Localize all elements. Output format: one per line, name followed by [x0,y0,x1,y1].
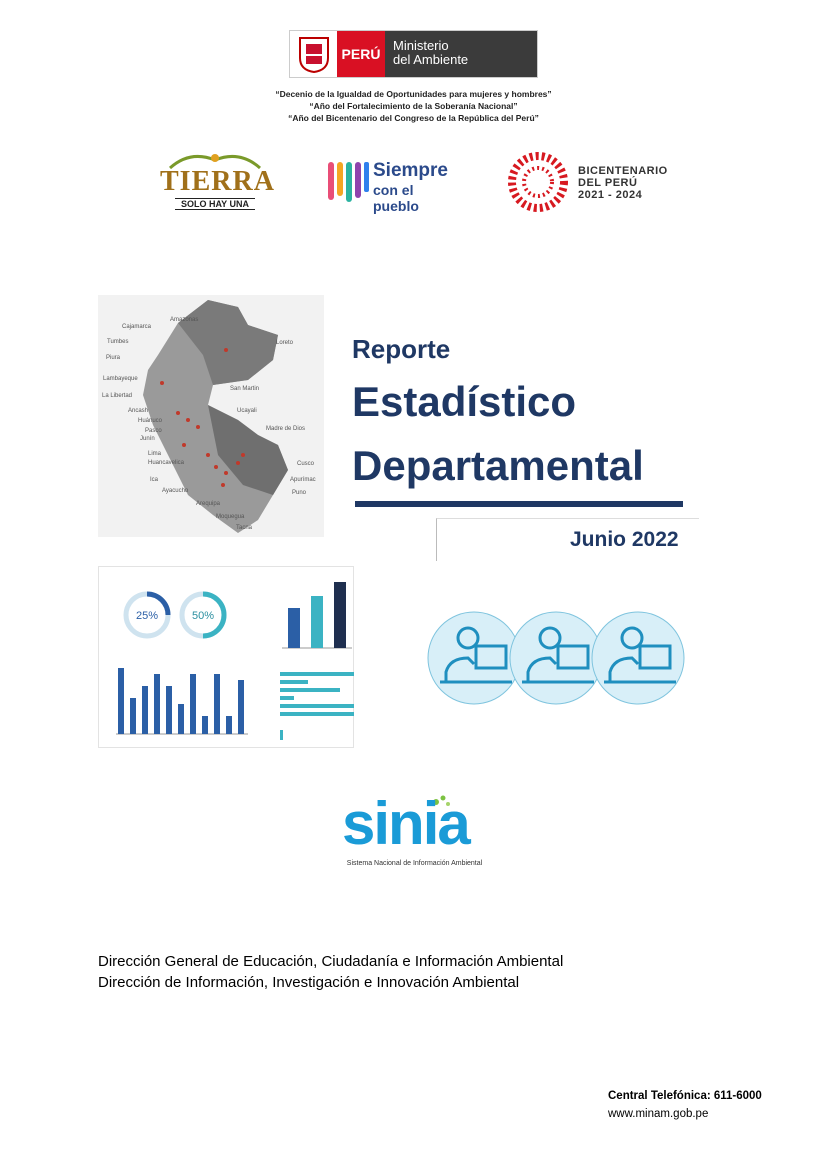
map-label: Loreto [276,340,294,346]
title-underline [355,501,683,507]
sinia-name: sinia [342,790,471,857]
map-label: La Libertad [102,393,132,399]
date: Junio 2022 [570,528,679,551]
phone: Central Telefónica: 611-6000 [608,1090,762,1102]
map-label: Ancash [128,408,148,414]
bicentenario-line: DEL PERÚ [578,177,638,189]
ministry-name: Ministerio del Ambiente [393,39,468,67]
map-label: Tacna [236,525,253,531]
mini-bar-chart [282,582,352,649]
motto: “Año del Bicentenario del Congreso de la… [288,113,539,123]
siempre-logo: Siempre con el pueblo [326,158,456,214]
map-label: Arequipa [196,501,221,507]
direction: Dirección de Información, Investigación … [98,974,520,991]
map-label: Huánuco [138,418,163,424]
donut-label: 25% [136,610,158,622]
map-label: Piura [106,355,121,361]
map-points [160,348,245,487]
map-labels: Cajamarca Amazonas Tumbes Loreto Piura L… [102,317,316,531]
map-label: Ucayali [237,408,257,414]
map-label: Cusco [297,461,315,467]
tierra-logo: TIERRA SOLO HAY UNA [160,150,275,216]
direction: Dirección General de Educación, Ciudadan… [98,953,564,970]
motto: “Año del Fortalecimiento de la Soberanía… [309,101,518,111]
motto: “Decenio de la Igualdad de Oportunidades… [275,89,552,99]
charts-illustration: 25% 50% [98,566,354,748]
map-label: Junín [140,436,155,442]
bicentenario-line: BICENTENARIO [578,165,668,177]
bicentenario-text: BICENTENARIO DEL PERÚ 2021 - 2024 [578,165,668,201]
map-label: Apurímac [290,477,316,483]
ministry-logo: PERÚ Ministerio del Ambiente [289,30,538,78]
ministry-line: del Ambiente [393,52,469,67]
ministry-box: Ministerio del Ambiente [385,31,537,77]
map-label: Cajamarca [122,324,152,330]
bicentenario-emblem [508,152,568,212]
website: www.minam.gob.pe [608,1108,709,1120]
map-label: Moquegua [216,514,245,520]
map-label: Ayacucho [162,488,189,494]
map-region [208,405,288,495]
siempre-title: Siempre [373,160,448,181]
title-line: Estadístico [352,378,577,425]
ministry-line: Ministerio [393,38,449,53]
map-label: San Martin [230,386,259,392]
map-label: Pasco [145,428,162,434]
siempre-subtitle: con el pueblo [373,182,419,214]
tierra-title: TIERRA [160,166,275,197]
map-label: Amazonas [170,317,198,323]
map-region [178,300,278,385]
map-label: Lima [148,451,162,457]
people-illustration [427,611,685,705]
bicentenario-logo: BICENTENARIO DEL PERÚ 2021 - 2024 [506,150,676,214]
title-line: Reporte [352,334,451,364]
tierra-subtitle: SOLO HAY UNA [175,198,255,210]
date-box [436,518,699,561]
shield [299,37,329,74]
donut-label: 50% [192,610,214,622]
mini-hbar-chart [280,672,354,740]
map-label: Puno [292,490,307,496]
title-line: Departamental [352,442,644,489]
sinia-subtitle: Sistema Nacional de Información Ambienta… [346,860,483,867]
map-label: Huancavelica [148,460,185,466]
map-label: Lambayeque [103,376,138,382]
map-label: Madre de Dios [266,426,305,432]
peru-map: Cajamarca Amazonas Tumbes Loreto Piura L… [98,295,324,537]
sinia-logo: sinia Sistema Nacional de Información Am… [342,788,487,870]
leaf-ornament [168,154,262,170]
country: PERÚ [337,31,385,77]
mini-column-chart [116,668,248,735]
sinia-dots [433,795,450,806]
siempre-figures [328,162,369,202]
map-label: Ica [150,477,159,483]
bicentenario-line: 2021 - 2024 [578,189,643,201]
map-label: Tumbes [107,339,128,345]
